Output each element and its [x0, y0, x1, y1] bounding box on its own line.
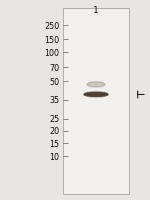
Text: 25: 25 [49, 115, 59, 123]
Text: 20: 20 [49, 127, 59, 135]
Bar [63, 9, 129, 194]
Ellipse shape [86, 94, 106, 98]
Text: 1: 1 [93, 6, 99, 15]
Text: 250: 250 [44, 22, 59, 30]
Text: 10: 10 [49, 152, 59, 161]
Text: 70: 70 [49, 64, 59, 72]
Ellipse shape [87, 82, 105, 88]
Text: 15: 15 [49, 139, 59, 148]
Text: 150: 150 [44, 36, 59, 44]
Text: 100: 100 [44, 49, 59, 57]
Ellipse shape [85, 92, 107, 96]
Text: 35: 35 [49, 96, 59, 104]
Ellipse shape [84, 93, 108, 97]
Text: 50: 50 [49, 78, 59, 86]
